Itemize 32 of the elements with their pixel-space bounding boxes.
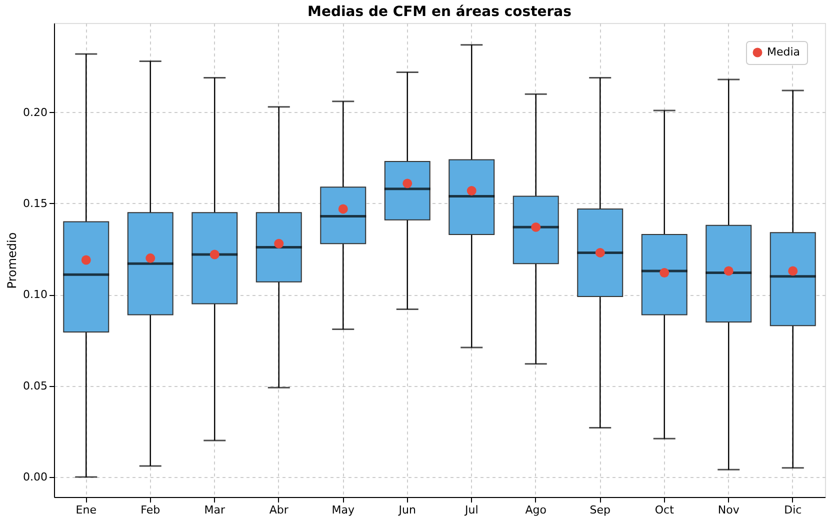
point: [81, 255, 91, 265]
x-tick-label: Nov: [718, 504, 740, 516]
x-tick-label: Sep: [590, 504, 611, 516]
x-tick-label: Jul: [464, 504, 478, 516]
y-axis-title: Promedio: [5, 232, 20, 289]
y-tick-label: 0.00: [23, 470, 48, 484]
x-tick-label: Ene: [76, 504, 97, 516]
point: [274, 238, 284, 248]
x-tick-label: Abr: [269, 504, 289, 516]
legend-label: Media: [767, 46, 800, 58]
chart-title: Medias de CFM en áreas costeras: [308, 4, 572, 20]
point: [338, 204, 348, 214]
point: [595, 248, 605, 258]
y-tick-label: 0.10: [23, 288, 48, 302]
x-tick-label: May: [332, 504, 355, 516]
point: [402, 178, 412, 188]
point: [210, 250, 220, 260]
y-tick-label: 0.15: [23, 196, 48, 210]
x-tick-label: Mar: [204, 504, 226, 516]
y-tick-label: 0.20: [23, 106, 48, 119]
point: [466, 186, 476, 196]
point: [724, 266, 734, 276]
point: [788, 266, 798, 276]
x-tick-label: Feb: [140, 504, 160, 516]
point: [146, 253, 156, 263]
y-tick-label: 0.05: [23, 379, 48, 392]
point: [660, 268, 670, 278]
x-tick-label: Jun: [398, 504, 416, 516]
x-tick-label: Ago: [525, 504, 547, 516]
x-tick-label: Oct: [654, 504, 675, 516]
point: [531, 222, 541, 232]
x-tick-label: Dic: [784, 504, 802, 516]
